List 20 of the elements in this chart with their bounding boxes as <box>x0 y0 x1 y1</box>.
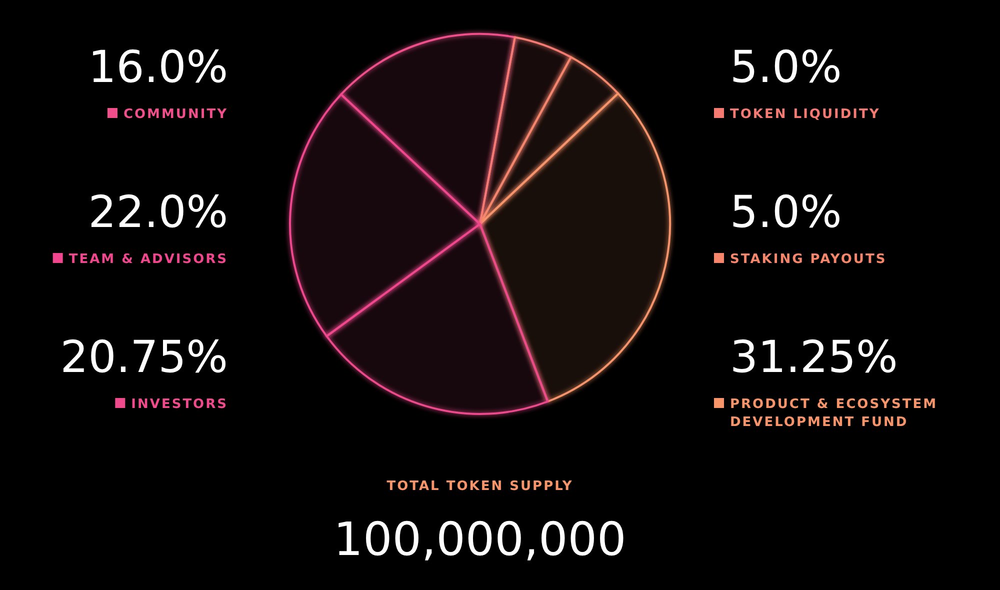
pie-slice <box>479 36 572 225</box>
data-label: 31.25% <box>730 332 898 383</box>
data-label: 16.0% <box>88 42 228 93</box>
text: TOTAL TOKEN SUPPLY <box>386 479 574 494</box>
pie-slice <box>340 33 516 225</box>
data-label: 5.0% <box>730 42 842 93</box>
pie-slice <box>479 56 620 225</box>
data-label: 5.0% <box>730 187 842 238</box>
legend-label: COMMUNITY <box>123 107 228 122</box>
pie-slice <box>326 223 549 415</box>
legend-label: INVESTORS <box>131 397 228 412</box>
data-label: 20.75% <box>60 332 228 383</box>
pie-slice <box>289 93 481 338</box>
legend-label: TEAM & ADVISORS <box>68 252 228 267</box>
legend-label: PRODUCT & ECOSYSTEM DEVELOPMENT FUND <box>730 397 938 430</box>
data-label: 22.0% <box>88 187 228 238</box>
text: 100,000,000 <box>334 512 626 566</box>
legend-label: STAKING PAYOUTS <box>730 252 887 267</box>
pie-slice <box>479 92 671 402</box>
legend-label: TOKEN LIQUIDITY <box>730 107 880 122</box>
